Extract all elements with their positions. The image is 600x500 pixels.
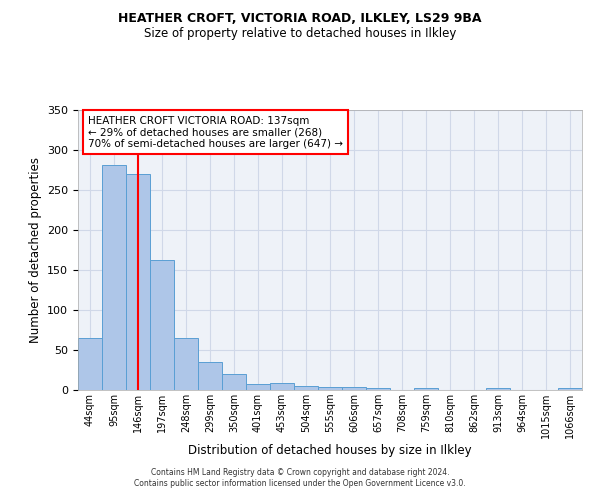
Text: HEATHER CROFT, VICTORIA ROAD, ILKLEY, LS29 9BA: HEATHER CROFT, VICTORIA ROAD, ILKLEY, LS… — [118, 12, 482, 26]
X-axis label: Distribution of detached houses by size in Ilkley: Distribution of detached houses by size … — [188, 444, 472, 456]
Bar — [150, 260, 174, 390]
Bar — [294, 386, 318, 390]
Bar — [78, 338, 102, 390]
Bar — [246, 384, 270, 390]
Bar — [318, 387, 342, 390]
Text: Contains HM Land Registry data © Crown copyright and database right 2024.
Contai: Contains HM Land Registry data © Crown c… — [134, 468, 466, 487]
Bar — [126, 174, 150, 390]
Bar — [414, 388, 438, 390]
Bar — [342, 387, 366, 390]
Y-axis label: Number of detached properties: Number of detached properties — [29, 157, 41, 343]
Bar — [174, 338, 198, 390]
Bar — [270, 383, 294, 390]
Bar — [222, 374, 246, 390]
Text: HEATHER CROFT VICTORIA ROAD: 137sqm
← 29% of detached houses are smaller (268)
7: HEATHER CROFT VICTORIA ROAD: 137sqm ← 29… — [88, 116, 343, 149]
Bar — [558, 388, 582, 390]
Bar — [198, 362, 222, 390]
Bar — [102, 165, 126, 390]
Text: Size of property relative to detached houses in Ilkley: Size of property relative to detached ho… — [144, 28, 456, 40]
Bar — [486, 388, 510, 390]
Bar — [366, 388, 390, 390]
